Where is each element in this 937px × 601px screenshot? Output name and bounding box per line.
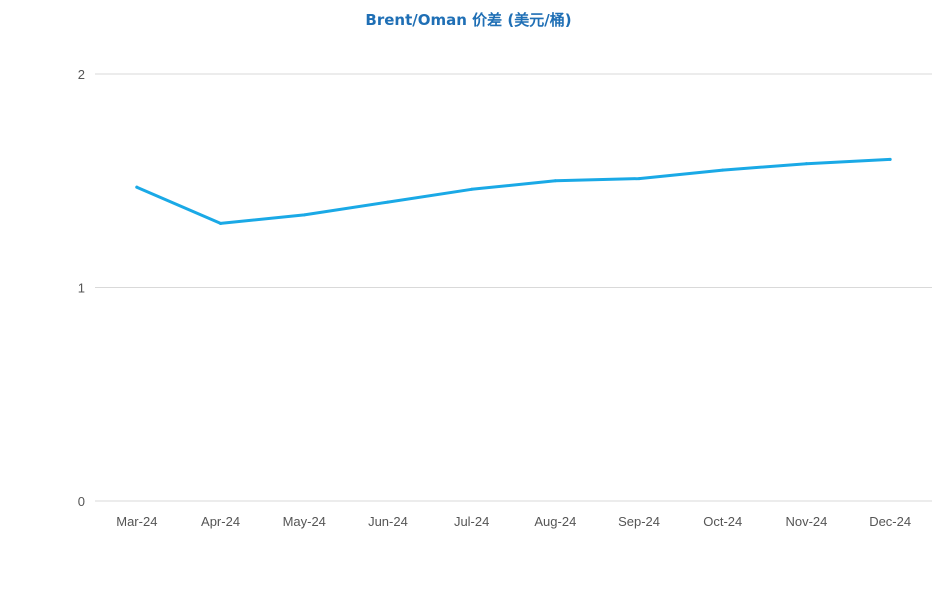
data-point	[135, 185, 139, 189]
data-point	[637, 177, 641, 181]
y-axis-ticks: 0 1 2	[78, 67, 85, 509]
y-tick-label: 0	[78, 494, 85, 509]
series-line-0	[135, 157, 892, 225]
x-tick-label: May-24	[283, 514, 326, 529]
data-point	[302, 213, 306, 217]
data-point	[888, 157, 892, 161]
gridlines	[95, 73, 932, 502]
x-tick-label: Jul-24	[454, 514, 489, 529]
data-point	[553, 179, 557, 183]
y-tick-label: 2	[78, 67, 85, 82]
x-tick-label: Oct-24	[703, 514, 742, 529]
x-tick-label: Aug-24	[534, 514, 576, 529]
data-point	[470, 187, 474, 191]
data-point	[721, 168, 725, 172]
x-tick-label: Sep-24	[618, 514, 660, 529]
chart-title: Brent/Oman 价差 (美元/桶)	[365, 11, 572, 29]
x-tick-label: Mar-24	[116, 514, 157, 529]
data-point	[386, 200, 390, 204]
x-tick-label: Dec-24	[869, 514, 911, 529]
data-point	[219, 221, 223, 225]
data-point	[804, 162, 808, 166]
x-axis-ticks: Mar-24 Apr-24 May-24 Jun-24 Jul-24 Aug-24 Sep-…	[116, 514, 911, 529]
x-tick-label: Nov-24	[785, 514, 827, 529]
x-tick-label: Jun-24	[368, 514, 408, 529]
series-layer	[135, 157, 892, 225]
y-tick-label: 1	[78, 281, 85, 296]
x-tick-label: Apr-24	[201, 514, 240, 529]
